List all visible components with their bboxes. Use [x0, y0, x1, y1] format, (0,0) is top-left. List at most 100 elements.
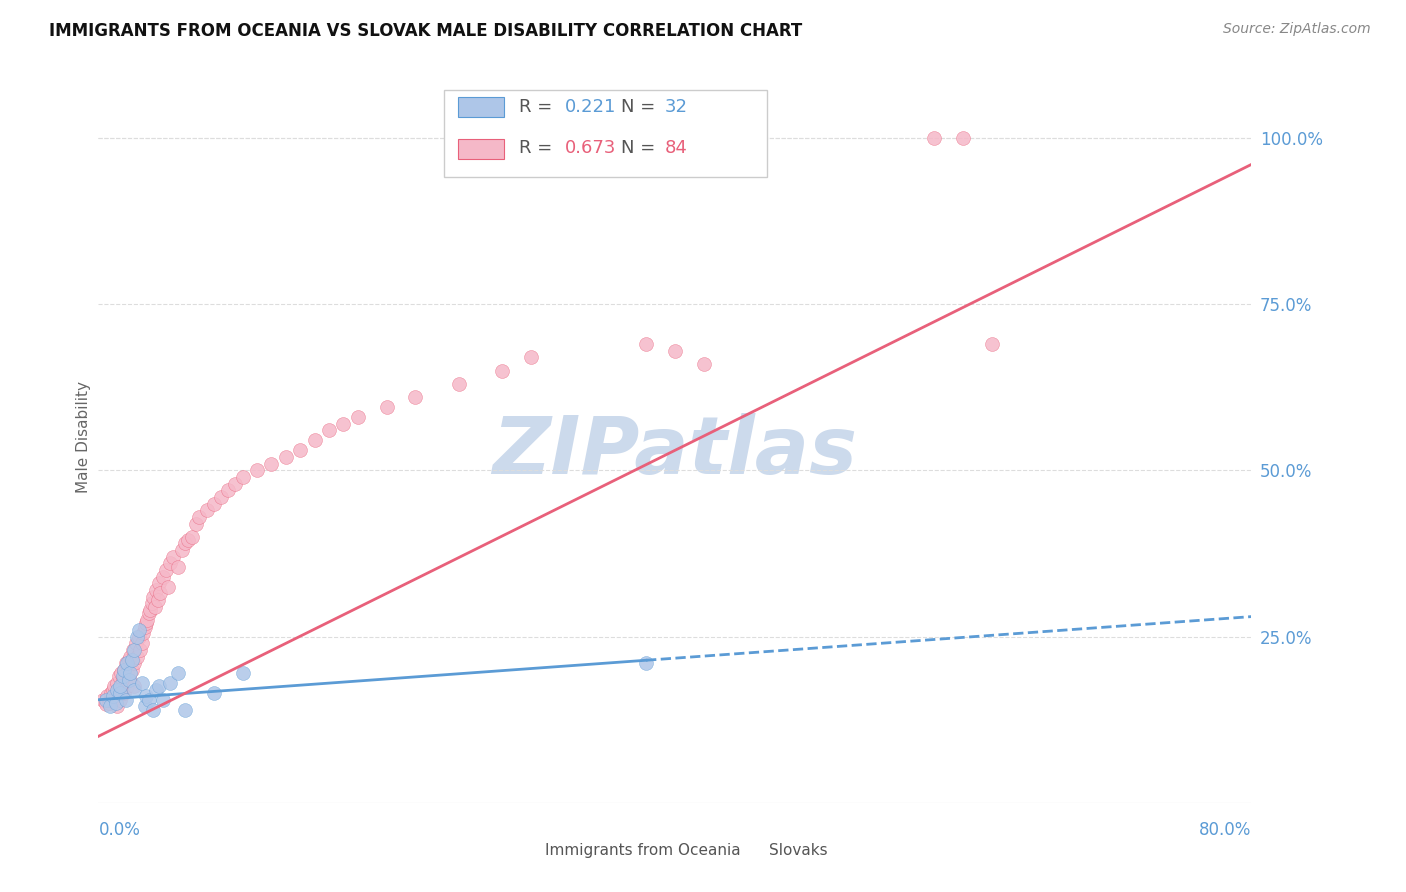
Point	[118, 673, 141, 687]
Bar	[513, 843, 538, 859]
Point	[98, 699, 121, 714]
Point	[118, 653, 141, 667]
Point	[166, 666, 188, 681]
Point	[135, 616, 157, 631]
Point	[202, 686, 225, 700]
Point	[664, 343, 686, 358]
Point	[117, 656, 139, 670]
Point	[952, 131, 974, 145]
Point	[138, 692, 160, 706]
Point	[145, 582, 167, 597]
Point	[181, 530, 204, 544]
Point	[104, 696, 127, 710]
Point	[138, 607, 160, 621]
Point	[103, 680, 125, 694]
Point	[159, 557, 181, 571]
Point	[96, 690, 118, 704]
Point	[231, 470, 254, 484]
Bar	[458, 97, 505, 118]
Point	[146, 593, 169, 607]
Point	[108, 686, 131, 700]
Point	[94, 692, 117, 706]
Point	[152, 570, 174, 584]
Point	[120, 673, 142, 687]
Point	[145, 682, 167, 697]
Text: N =: N =	[620, 98, 661, 116]
Point	[105, 699, 128, 714]
Point	[186, 516, 208, 531]
Point	[174, 536, 197, 550]
Text: Slovaks: Slovaks	[769, 843, 828, 858]
Text: 80.0%: 80.0%	[1199, 821, 1251, 839]
Point	[107, 669, 129, 683]
Point	[105, 676, 128, 690]
Point	[693, 357, 716, 371]
Point	[97, 696, 120, 710]
Point	[274, 450, 297, 464]
Point	[520, 351, 543, 365]
Point	[128, 623, 150, 637]
Point	[111, 673, 134, 687]
Point	[127, 630, 149, 644]
Point	[129, 643, 152, 657]
Point	[131, 676, 153, 690]
Point	[260, 457, 283, 471]
Point	[135, 690, 157, 704]
Point	[141, 596, 163, 610]
Point	[636, 656, 658, 670]
Point	[127, 649, 149, 664]
Point	[121, 663, 143, 677]
Point	[156, 580, 179, 594]
Point	[149, 586, 172, 600]
Point	[100, 686, 122, 700]
Point	[111, 669, 134, 683]
Point	[136, 613, 159, 627]
Point	[142, 703, 165, 717]
Point	[120, 649, 142, 664]
Point	[290, 443, 312, 458]
Point	[108, 692, 131, 706]
Point	[922, 131, 945, 145]
Point	[124, 643, 146, 657]
Point	[132, 626, 155, 640]
Bar	[738, 843, 763, 859]
Point	[112, 663, 135, 677]
Point	[124, 682, 146, 697]
Point	[162, 549, 184, 564]
Point	[636, 337, 658, 351]
Point	[117, 680, 139, 694]
Point	[101, 692, 124, 706]
Point	[405, 390, 427, 404]
Point	[125, 636, 148, 650]
Point	[981, 337, 1004, 351]
Point	[134, 699, 156, 714]
Point	[224, 476, 246, 491]
Point	[139, 603, 162, 617]
Point	[318, 424, 340, 438]
Point	[110, 666, 132, 681]
Point	[114, 692, 136, 706]
Point	[143, 599, 166, 614]
Point	[101, 682, 124, 697]
Point	[124, 680, 146, 694]
Point	[375, 400, 398, 414]
Point	[166, 559, 188, 574]
Point	[304, 434, 326, 448]
Point	[121, 653, 143, 667]
Point	[174, 703, 197, 717]
Point	[98, 692, 121, 706]
Point	[112, 663, 135, 677]
Point	[117, 666, 139, 681]
Bar	[458, 138, 505, 159]
Point	[112, 686, 135, 700]
Point	[202, 497, 225, 511]
Point	[142, 590, 165, 604]
Point	[131, 636, 153, 650]
Point	[148, 680, 170, 694]
Point	[447, 376, 470, 391]
Text: Source: ZipAtlas.com: Source: ZipAtlas.com	[1223, 22, 1371, 37]
Point	[108, 682, 131, 697]
Point	[94, 698, 117, 712]
Text: 0.0%: 0.0%	[98, 821, 141, 839]
Point	[124, 656, 146, 670]
